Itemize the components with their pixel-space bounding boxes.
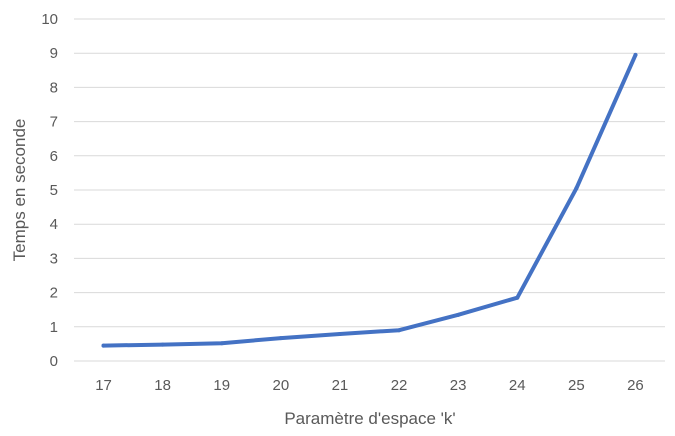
data-point [278, 336, 283, 341]
y-tick-label: 6 [50, 148, 58, 165]
y-tick-label: 1 [50, 319, 58, 336]
data-point [101, 343, 106, 348]
data-point [574, 186, 579, 191]
data-point [337, 331, 342, 336]
data-point [219, 341, 224, 346]
x-tick-label: 22 [391, 377, 408, 394]
x-tick-label: 19 [213, 377, 230, 394]
y-tick-label: 3 [50, 250, 58, 267]
gridlines [74, 18, 665, 362]
y-tick-label: 8 [50, 79, 58, 96]
data-point [397, 328, 402, 333]
x-tick-label: 21 [332, 377, 349, 394]
x-tick-label: 17 [95, 377, 112, 394]
data-point [456, 312, 461, 317]
y-tick-label: 2 [50, 285, 58, 302]
x-axis-ticks: 17 18 19 20 21 22 23 24 25 26 [95, 377, 644, 394]
data-point [515, 295, 520, 300]
x-tick-label: 25 [568, 377, 585, 394]
y-axis-ticks: 0 1 2 3 4 5 6 7 8 9 10 [41, 11, 58, 370]
y-tick-label: 5 [50, 182, 58, 199]
y-axis-title: Temps en seconde [10, 119, 29, 262]
series-layer [101, 52, 638, 348]
x-tick-label: 26 [627, 377, 644, 394]
x-tick-label: 18 [154, 377, 171, 394]
y-tick-label: 4 [50, 216, 58, 233]
x-tick-label: 24 [509, 377, 526, 394]
data-point [633, 52, 638, 57]
y-tick-label: 10 [41, 11, 58, 28]
series-line [101, 52, 638, 348]
y-tick-label: 9 [50, 45, 58, 62]
x-tick-label: 23 [450, 377, 467, 394]
data-point [160, 342, 165, 347]
y-tick-label: 0 [50, 353, 58, 370]
x-axis-title: Paramètre d'espace 'k' [284, 409, 455, 428]
x-tick-label: 20 [273, 377, 290, 394]
y-tick-label: 7 [50, 114, 58, 131]
